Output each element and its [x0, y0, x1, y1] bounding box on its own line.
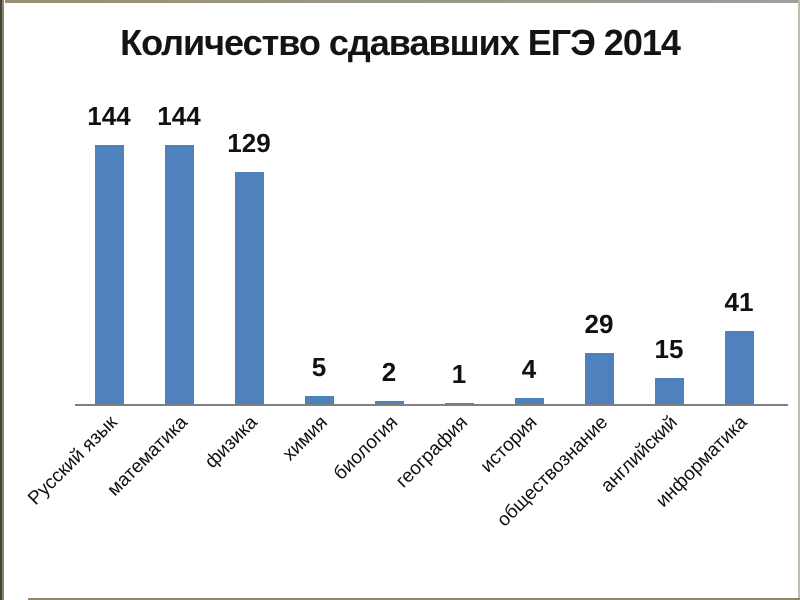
bar	[584, 353, 614, 405]
x-axis-line	[75, 404, 788, 406]
category-label-text: физика	[201, 412, 262, 473]
category-label-text: химия	[278, 412, 332, 466]
bar-value-label: 15	[654, 334, 684, 364]
bar	[94, 145, 124, 405]
frame-border-left	[0, 0, 5, 600]
bar-chart-plot-area: 144 144 129 5 2 1 4 29 15 41	[75, 0, 788, 405]
bar-value-label: 41	[724, 287, 754, 317]
bar	[724, 331, 754, 405]
bar	[374, 401, 404, 405]
bar-value-label: 5	[311, 352, 327, 382]
bar	[654, 378, 684, 405]
bar-value-label: 144	[87, 101, 131, 131]
category-label-text: география	[391, 412, 472, 493]
bar-value-label: 1	[451, 359, 467, 389]
frame-border-top	[0, 0, 800, 3]
frame-border-right	[798, 0, 800, 600]
category-labels: Русский язык математика физика химия биологи…	[24, 412, 788, 600]
frame-border-bottom	[28, 598, 800, 600]
bar	[164, 145, 194, 405]
bar	[514, 398, 544, 405]
category-label-text: биология	[329, 412, 402, 485]
bar	[304, 396, 334, 405]
bar-value-label: 144	[157, 101, 201, 131]
category-label-text: история	[477, 412, 542, 477]
chart-title: Количество сдававших ЕГЭ 2014	[120, 22, 681, 63]
bar-value-label: 29	[584, 309, 614, 339]
bar-value-label: 2	[381, 357, 397, 387]
bar-value-label: 129	[227, 128, 271, 158]
bar-value-label: 4	[521, 354, 537, 384]
bar	[234, 172, 264, 405]
category-label-text: Русский язык	[24, 412, 122, 510]
